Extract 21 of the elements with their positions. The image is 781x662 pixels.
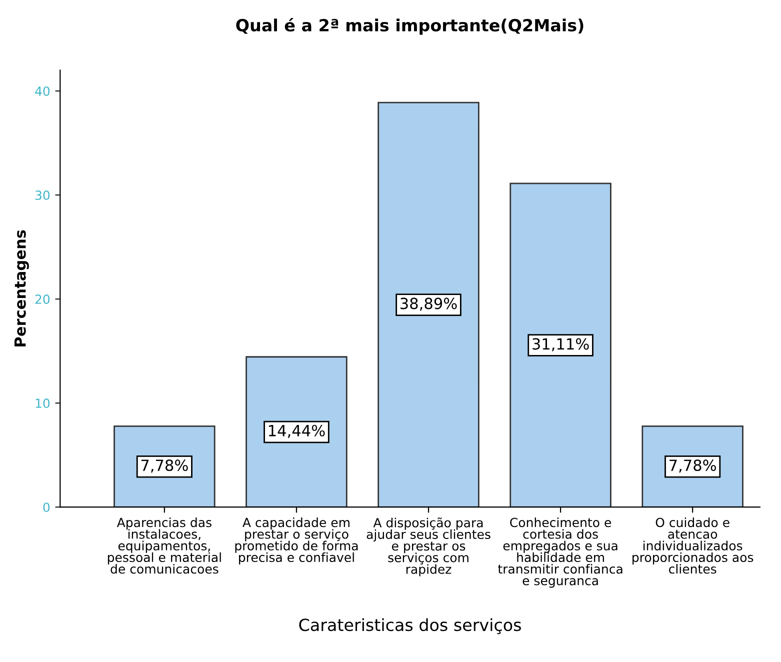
x-tick-label: Aparencias das instalacoes, equipamentos, pessoal e material de comunicacoes [108,518,221,574]
y-tick-label: 40 [35,86,50,96]
x-tick-label: Conhecimento e cortesia dos empregados e sua habilidade em transmitir confianca e seguranca [498,518,622,588]
y-tick-label: 30 [35,190,50,200]
bar [378,102,480,508]
y-tick-label: 20 [35,294,50,304]
x-tick-label: A capacidade em prestar o serviço prometido de forma precisa e confiavel [235,518,358,564]
data-label: 38,89% [400,298,457,311]
data-label: 7,78% [670,460,716,473]
x-tick-label: A disposição para ajudar seus clientes e prestar os serviços com rapidez [366,518,490,576]
data-label: 31,11% [532,338,589,352]
data-label: 7,78% [141,460,188,473]
chart-title: Qual é a 2ª mais importante(Q2Mais) [236,18,584,35]
bar [510,182,612,508]
y-tick-label: 10 [36,398,50,408]
bar [246,356,348,508]
x-tick-label: O cuidado e atencao individualizados proporcionados aos clientes [632,518,754,574]
data-label: 14,44% [269,424,325,438]
y-tick-label: 0 [43,502,50,512]
x-axis-title: Carateristicas dos serviços [299,618,521,634]
y-axis-title: Percentagens [14,230,29,346]
